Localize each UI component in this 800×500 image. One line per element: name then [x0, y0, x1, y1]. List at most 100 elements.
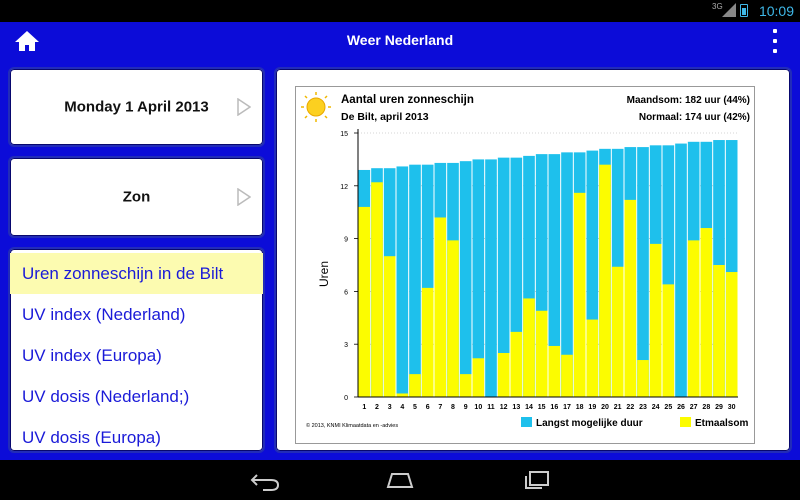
bar-actual-sunshine	[599, 164, 611, 397]
x-tick-label: 26	[677, 404, 685, 411]
x-tick-label: 6	[426, 404, 430, 411]
bar-actual-sunshine	[687, 240, 700, 397]
x-tick-label: 18	[576, 404, 584, 411]
chevron-right-icon[interactable]	[237, 188, 251, 206]
list-item-sunshine-hours[interactable]: Uren zonneschijn in de Bilt	[10, 253, 263, 294]
y-tick-label: 3	[344, 342, 348, 349]
bar-max-duration	[396, 166, 409, 397]
bar-actual-sunshine	[624, 199, 637, 397]
bar-actual-sunshine	[548, 345, 561, 397]
x-tick-label: 13	[512, 404, 520, 411]
x-tick-label: 5	[413, 404, 417, 411]
x-tick-label: 22	[626, 404, 634, 411]
x-tick-label: 17	[563, 404, 571, 411]
x-tick-label: 27	[690, 404, 698, 411]
bar-actual-sunshine	[396, 393, 409, 397]
bar-actual-sunshine	[421, 287, 434, 397]
x-tick-label: 25	[664, 404, 672, 411]
x-tick-label: 1	[362, 404, 366, 411]
bar-actual-sunshine	[358, 206, 371, 397]
bar-actual-sunshine	[637, 360, 649, 397]
date-label: Monday 1 April 2013	[64, 98, 209, 116]
home-nav-icon[interactable]	[384, 469, 416, 491]
product-list: Uren zonneschijn in de Bilt UV index (Ne…	[8, 247, 265, 453]
chart-panel: Aantal uren zonneschijn De Bilt, april 2…	[295, 86, 755, 444]
list-item-uv-dose-nl[interactable]: UV dosis (Nederland;)	[22, 387, 190, 406]
bar-max-duration	[662, 145, 675, 397]
x-tick-label: 28	[702, 404, 710, 411]
status-icons: 3G	[712, 2, 748, 17]
bar-actual-sunshine	[586, 319, 599, 397]
bar-actual-sunshine	[459, 374, 472, 397]
category-selector[interactable]: Zon	[8, 156, 265, 238]
legend-swatch-actual	[680, 417, 691, 427]
system-nav-bar	[0, 460, 800, 500]
y-tick-label: 12	[340, 184, 348, 191]
list-item-uv-index-eu[interactable]: UV index (Europa)	[22, 346, 162, 365]
chevron-right-icon[interactable]	[237, 98, 251, 116]
bar-actual-sunshine	[371, 182, 383, 397]
bar-max-duration	[561, 152, 573, 397]
chart-legend: Langst mogelijke duur Etmaalsom	[521, 417, 748, 429]
bar-actual-sunshine	[523, 298, 535, 397]
chart-title: Aantal uren zonneschijn	[341, 94, 474, 106]
x-tick-label: 3	[388, 404, 392, 411]
bar-max-duration	[535, 154, 548, 397]
bar-actual-sunshine	[472, 358, 485, 397]
y-tick-label: 0	[344, 395, 348, 402]
bar-max-duration	[459, 161, 472, 397]
home-icon[interactable]	[14, 29, 40, 53]
bar-actual-sunshine	[573, 192, 586, 397]
network-type: 3G	[712, 2, 723, 11]
x-tick-label: 16	[550, 404, 558, 411]
bar-max-duration	[485, 159, 497, 397]
bar-actual-sunshine	[383, 256, 396, 397]
stat-month: Maandsom: 182 uur (44%)	[627, 95, 750, 106]
x-tick-label: 21	[614, 404, 622, 411]
bar-max-duration	[523, 155, 535, 397]
y-tick-label: 15	[340, 131, 348, 138]
bar-actual-sunshine	[510, 331, 523, 397]
bar-actual-sunshine	[700, 228, 713, 397]
bar-max-duration	[725, 140, 738, 397]
x-tick-label: 12	[500, 404, 508, 411]
signal-icon: 3G	[712, 2, 736, 17]
bar-actual-sunshine	[611, 266, 624, 397]
list-item-uv-index-nl[interactable]: UV index (Nederland)	[22, 305, 186, 324]
bar-max-duration	[421, 164, 434, 397]
bar-actual-sunshine	[535, 310, 548, 397]
overflow-menu-icon[interactable]	[770, 29, 780, 53]
recent-apps-icon[interactable]	[520, 469, 552, 491]
chart-subtitle: De Bilt, april 2013	[341, 111, 429, 123]
bar-max-duration	[472, 159, 485, 397]
x-tick-label: 8	[451, 404, 455, 411]
bar-actual-sunshine	[725, 272, 738, 397]
bar-actual-sunshine	[662, 284, 675, 397]
bar-max-duration	[586, 150, 599, 397]
bar-actual-sunshine	[561, 354, 573, 397]
y-tick-label: 9	[344, 237, 348, 244]
back-icon[interactable]	[249, 469, 281, 491]
x-tick-label: 23	[639, 404, 647, 411]
bar-actual-sunshine	[497, 353, 510, 397]
date-selector[interactable]: Monday 1 April 2013	[8, 67, 265, 147]
clock: 10:09	[758, 3, 794, 19]
legend-swatch-max	[521, 417, 532, 427]
stat-normal: Normaal: 174 uur (42%)	[639, 112, 750, 123]
bar-max-duration	[510, 157, 523, 397]
bar-max-duration	[548, 154, 561, 397]
chart-card: Aantal uren zonneschijn De Bilt, april 2…	[274, 67, 792, 453]
list-item-uv-dose-eu[interactable]: UV dosis (Europa)	[22, 428, 161, 447]
bar-actual-sunshine	[409, 374, 421, 397]
x-tick-label: 7	[438, 404, 442, 411]
status-bar: 3G 10:09	[0, 0, 800, 22]
x-tick-label: 29	[715, 404, 723, 411]
x-tick-label: 2	[375, 404, 379, 411]
bar-max-duration	[637, 147, 649, 397]
category-label: Zon	[122, 188, 151, 206]
x-tick-label: 24	[652, 404, 660, 411]
bar-max-duration	[675, 143, 687, 397]
main-content: Monday 1 April 2013 Zon Uren zonneschijn…	[0, 60, 800, 460]
sunshine-chart: Aantal uren zonneschijn De Bilt, april 2…	[301, 92, 750, 429]
bar-max-duration	[409, 164, 421, 397]
